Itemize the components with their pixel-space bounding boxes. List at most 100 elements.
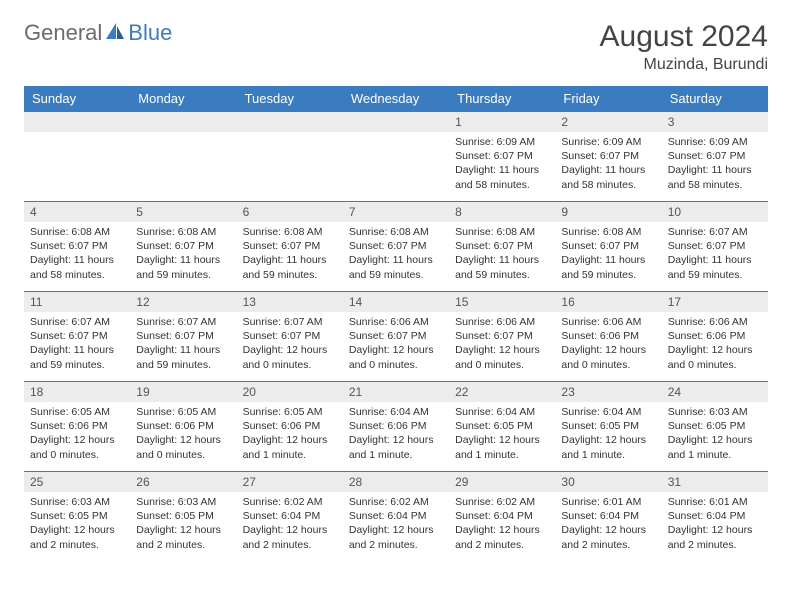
weekday-header: Friday [555,86,661,112]
day-number: 19 [130,382,236,402]
day-cell: 15Sunrise: 6:06 AMSunset: 6:07 PMDayligh… [449,292,555,382]
day-cell: 3Sunrise: 6:09 AMSunset: 6:07 PMDaylight… [662,112,768,202]
day-number: 28 [343,472,449,492]
day-cell: 11Sunrise: 6:07 AMSunset: 6:07 PMDayligh… [24,292,130,382]
weekday-header: Monday [130,86,236,112]
weekday-header: Thursday [449,86,555,112]
day-number: 24 [662,382,768,402]
day-content: Sunrise: 6:06 AMSunset: 6:06 PMDaylight:… [662,312,768,375]
day-number: 22 [449,382,555,402]
day-content: Sunrise: 6:01 AMSunset: 6:04 PMDaylight:… [662,492,768,555]
day-content: Sunrise: 6:02 AMSunset: 6:04 PMDaylight:… [343,492,449,555]
day-cell: 16Sunrise: 6:06 AMSunset: 6:06 PMDayligh… [555,292,661,382]
day-number: 18 [24,382,130,402]
day-content: Sunrise: 6:07 AMSunset: 6:07 PMDaylight:… [662,222,768,285]
day-number: 3 [662,112,768,132]
calendar-table: SundayMondayTuesdayWednesdayThursdayFrid… [24,86,768,562]
empty-cell [24,112,130,202]
day-number: 31 [662,472,768,492]
location-label: Muzinda, Burundi [600,56,768,74]
day-number: 23 [555,382,661,402]
day-content: Sunrise: 6:05 AMSunset: 6:06 PMDaylight:… [237,402,343,465]
day-cell: 27Sunrise: 6:02 AMSunset: 6:04 PMDayligh… [237,472,343,562]
day-cell: 13Sunrise: 6:07 AMSunset: 6:07 PMDayligh… [237,292,343,382]
day-content: Sunrise: 6:03 AMSunset: 6:05 PMDaylight:… [662,402,768,465]
day-cell: 22Sunrise: 6:04 AMSunset: 6:05 PMDayligh… [449,382,555,472]
brand-part1: General [24,20,102,46]
day-content: Sunrise: 6:04 AMSunset: 6:05 PMDaylight:… [449,402,555,465]
day-cell: 4Sunrise: 6:08 AMSunset: 6:07 PMDaylight… [24,202,130,292]
day-cell: 30Sunrise: 6:01 AMSunset: 6:04 PMDayligh… [555,472,661,562]
day-cell: 23Sunrise: 6:04 AMSunset: 6:05 PMDayligh… [555,382,661,472]
day-number: 27 [237,472,343,492]
weekday-header: Sunday [24,86,130,112]
day-number: 11 [24,292,130,312]
day-content: Sunrise: 6:09 AMSunset: 6:07 PMDaylight:… [555,132,661,195]
day-number: 1 [449,112,555,132]
day-content: Sunrise: 6:09 AMSunset: 6:07 PMDaylight:… [449,132,555,195]
day-content: Sunrise: 6:03 AMSunset: 6:05 PMDaylight:… [24,492,130,555]
empty-cell [130,112,236,202]
day-cell: 18Sunrise: 6:05 AMSunset: 6:06 PMDayligh… [24,382,130,472]
day-cell: 17Sunrise: 6:06 AMSunset: 6:06 PMDayligh… [662,292,768,382]
brand-part2: Blue [128,20,172,46]
day-number: 20 [237,382,343,402]
month-title: August 2024 [600,20,768,54]
day-number: 14 [343,292,449,312]
day-number: 7 [343,202,449,222]
day-number: 30 [555,472,661,492]
day-number: 16 [555,292,661,312]
day-number: 12 [130,292,236,312]
day-number: 17 [662,292,768,312]
day-content: Sunrise: 6:04 AMSunset: 6:06 PMDaylight:… [343,402,449,465]
day-number: 29 [449,472,555,492]
day-cell: 7Sunrise: 6:08 AMSunset: 6:07 PMDaylight… [343,202,449,292]
day-content: Sunrise: 6:09 AMSunset: 6:07 PMDaylight:… [662,132,768,195]
day-content: Sunrise: 6:07 AMSunset: 6:07 PMDaylight:… [237,312,343,375]
day-cell: 10Sunrise: 6:07 AMSunset: 6:07 PMDayligh… [662,202,768,292]
day-content: Sunrise: 6:07 AMSunset: 6:07 PMDaylight:… [24,312,130,375]
day-cell: 31Sunrise: 6:01 AMSunset: 6:04 PMDayligh… [662,472,768,562]
day-content: Sunrise: 6:08 AMSunset: 6:07 PMDaylight:… [343,222,449,285]
page-header: General Blue August 2024 Muzinda, Burund… [24,20,768,74]
day-cell: 14Sunrise: 6:06 AMSunset: 6:07 PMDayligh… [343,292,449,382]
day-number: 13 [237,292,343,312]
day-cell: 28Sunrise: 6:02 AMSunset: 6:04 PMDayligh… [343,472,449,562]
day-cell: 1Sunrise: 6:09 AMSunset: 6:07 PMDaylight… [449,112,555,202]
empty-cell [237,112,343,202]
day-number: 2 [555,112,661,132]
day-cell: 9Sunrise: 6:08 AMSunset: 6:07 PMDaylight… [555,202,661,292]
day-number: 4 [24,202,130,222]
day-content: Sunrise: 6:06 AMSunset: 6:07 PMDaylight:… [449,312,555,375]
day-content: Sunrise: 6:02 AMSunset: 6:04 PMDaylight:… [449,492,555,555]
day-number: 5 [130,202,236,222]
day-content: Sunrise: 6:01 AMSunset: 6:04 PMDaylight:… [555,492,661,555]
empty-cell [343,112,449,202]
day-cell: 2Sunrise: 6:09 AMSunset: 6:07 PMDaylight… [555,112,661,202]
day-content: Sunrise: 6:03 AMSunset: 6:05 PMDaylight:… [130,492,236,555]
day-cell: 25Sunrise: 6:03 AMSunset: 6:05 PMDayligh… [24,472,130,562]
day-content: Sunrise: 6:08 AMSunset: 6:07 PMDaylight:… [449,222,555,285]
weekday-header: Wednesday [343,86,449,112]
title-block: August 2024 Muzinda, Burundi [600,20,768,74]
day-content: Sunrise: 6:02 AMSunset: 6:04 PMDaylight:… [237,492,343,555]
day-content: Sunrise: 6:08 AMSunset: 6:07 PMDaylight:… [237,222,343,285]
day-cell: 29Sunrise: 6:02 AMSunset: 6:04 PMDayligh… [449,472,555,562]
day-cell: 20Sunrise: 6:05 AMSunset: 6:06 PMDayligh… [237,382,343,472]
day-cell: 19Sunrise: 6:05 AMSunset: 6:06 PMDayligh… [130,382,236,472]
day-cell: 26Sunrise: 6:03 AMSunset: 6:05 PMDayligh… [130,472,236,562]
weekday-header: Tuesday [237,86,343,112]
day-content: Sunrise: 6:08 AMSunset: 6:07 PMDaylight:… [130,222,236,285]
day-cell: 5Sunrise: 6:08 AMSunset: 6:07 PMDaylight… [130,202,236,292]
day-number: 6 [237,202,343,222]
day-content: Sunrise: 6:06 AMSunset: 6:06 PMDaylight:… [555,312,661,375]
day-number: 8 [449,202,555,222]
day-number: 21 [343,382,449,402]
day-content: Sunrise: 6:08 AMSunset: 6:07 PMDaylight:… [555,222,661,285]
day-number: 9 [555,202,661,222]
day-content: Sunrise: 6:05 AMSunset: 6:06 PMDaylight:… [130,402,236,465]
day-cell: 6Sunrise: 6:08 AMSunset: 6:07 PMDaylight… [237,202,343,292]
day-cell: 8Sunrise: 6:08 AMSunset: 6:07 PMDaylight… [449,202,555,292]
day-content: Sunrise: 6:05 AMSunset: 6:06 PMDaylight:… [24,402,130,465]
day-number: 25 [24,472,130,492]
